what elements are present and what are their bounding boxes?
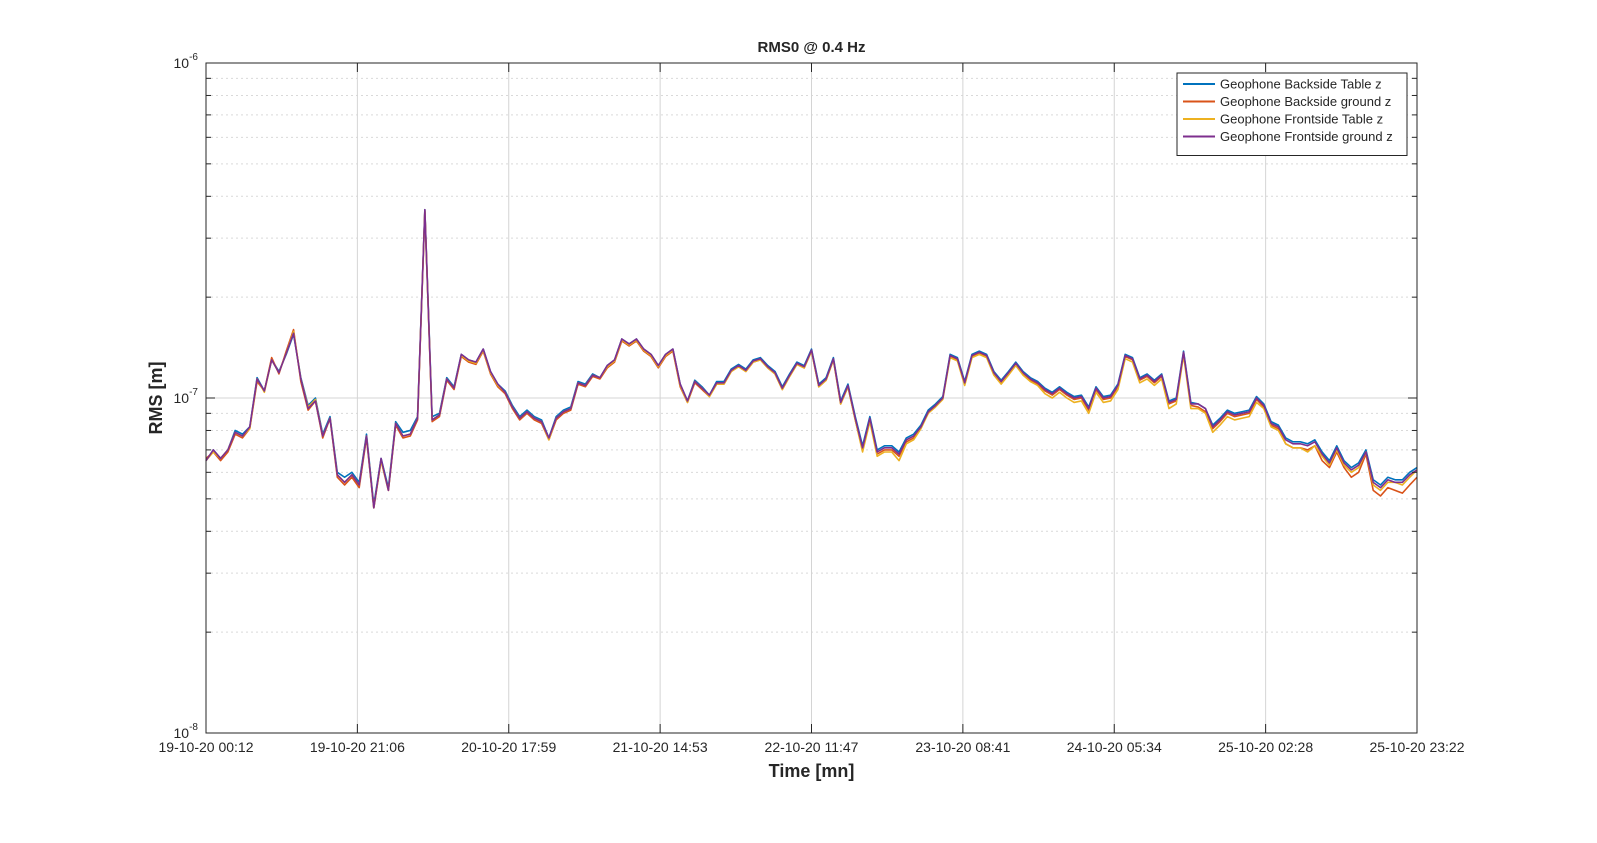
series-line-4 — [205, 208, 1418, 509]
x-tick-label: 21-10-20 14:53 — [613, 739, 708, 755]
y-tick-label: 10-8 — [174, 722, 199, 741]
series-lines — [205, 208, 1418, 509]
legend-label: Geophone Backside Table z — [1220, 77, 1382, 92]
x-tick-label: 24-10-20 05:34 — [1067, 739, 1162, 755]
x-tick-label: 25-10-20 23:22 — [1370, 739, 1465, 755]
chart-title: RMS0 @ 0.4 Hz — [758, 39, 866, 56]
y-tick-label: 10-7 — [174, 387, 199, 406]
series-line-1 — [205, 208, 1418, 506]
legend-box — [1176, 72, 1408, 156]
legend-label: Geophone Frontside Table z — [1220, 112, 1383, 127]
x-tick-label: 19-10-20 00:12 — [159, 739, 254, 755]
x-tick-label: 19-10-20 21:06 — [310, 739, 405, 755]
x-tick-label: 23-10-20 08:41 — [915, 739, 1010, 755]
ticks: 10-8 10-7 10-6 19-10-20 00:12 19-10-20 21:06… — [159, 52, 1465, 755]
x-tick-label: 25-10-20 02:28 — [1218, 739, 1313, 755]
x-tick-label: 20-10-20 17:59 — [461, 739, 556, 755]
y-tick-label: 10-6 — [174, 52, 199, 71]
x-axis-title: Time [mn] — [769, 761, 855, 781]
legend: Geophone Backside Table z Geophone Backsi… — [1176, 72, 1408, 156]
legend-label: Geophone Backside ground z — [1220, 94, 1391, 109]
y-axis-title: RMS [m] — [146, 362, 166, 435]
x-tick-label: 22-10-20 11:47 — [765, 739, 859, 755]
legend-label: Geophone Frontside ground z — [1220, 129, 1393, 144]
